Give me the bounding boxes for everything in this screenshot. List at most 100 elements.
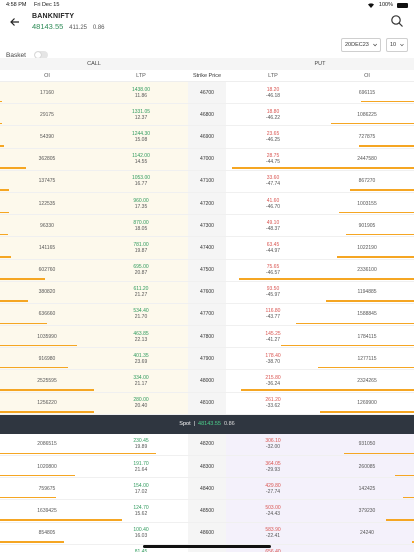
table-row[interactable]: 17160 1438.00 11.86 46700 18.20 -46.18 696115 — [0, 82, 414, 105]
put-ltp-value: 145.25 — [265, 330, 281, 337]
put-ltp-cell[interactable]: 49.10 -48.37 — [226, 215, 320, 236]
call-ltp-cell[interactable]: 695.00 20.87 — [94, 259, 188, 281]
call-ltp-cell[interactable]: 1142.00 14.55 — [94, 148, 188, 170]
call-oi-value: 636660 — [38, 311, 56, 318]
table-row[interactable]: 54390 1244.30 15.08 46900 23.65 -46.25 727875 — [0, 126, 414, 149]
put-ltp-cell[interactable]: 18.80 -46.22 — [226, 104, 320, 125]
put-ltp-cell[interactable]: 306.10 -32.00 — [226, 433, 320, 455]
strike-value: 47000 — [200, 156, 214, 163]
lots-select[interactable]: 10 — [386, 38, 408, 52]
spot-ltp: 48143.55 — [198, 421, 221, 428]
table-row[interactable]: 602760 695.00 20.87 47500 75.65 -46.57 2336100 — [0, 259, 414, 282]
table-row[interactable]: 73812081.4513.9248700656.40-21.0316950 — [0, 544, 414, 552]
put-ltp-cell[interactable]: 583.90 -22.41 — [226, 522, 320, 544]
call-ltp-cell[interactable]: 401.35 23.69 — [94, 348, 188, 370]
call-ltp-cell[interactable]: 334.00 21.17 — [94, 370, 188, 392]
table-row[interactable]: 1035990 463.85 22.13 47800 145.25 -41.27 17841… — [0, 326, 414, 349]
put-oi-cell: 1022190 — [320, 237, 414, 258]
put-ltp-value: 364.05 — [265, 460, 281, 467]
put-oi-cell: 727875 — [320, 126, 414, 147]
put-ltp-cell[interactable]: 503.00 -24.43 — [226, 500, 320, 522]
call-ltp-change: 18.05 — [134, 225, 148, 232]
put-ltp-cell[interactable]: 23.65 -46.25 — [226, 126, 320, 147]
put-ltp-change: -29.93 — [265, 466, 281, 473]
call-oi-cell: 17160 — [0, 82, 94, 104]
call-ltp-cell[interactable]: 463.85 22.13 — [94, 326, 188, 348]
put-oi-value: 142425 — [358, 485, 376, 492]
table-row[interactable]: 916980 401.35 23.69 47900 178.40 -38.70 127711… — [0, 348, 414, 371]
rows-above-spot: 17160 1438.00 11.86 46700 18.20 -46.18 696115 2… — [0, 82, 414, 415]
expiry-select[interactable]: 20DEC23 — [341, 38, 381, 52]
put-ltp-cell[interactable]: 178.40 -38.70 — [226, 348, 320, 369]
table-row[interactable]: 362805 1142.00 14.55 47000 28.75 -44.75 244758… — [0, 148, 414, 171]
put-ltp-cell[interactable]: 18.20 -46.18 — [226, 82, 320, 103]
call-oi-value: 362805 — [38, 156, 56, 163]
call-ltp-cell[interactable]: 81.4513.92 — [94, 545, 188, 552]
call-ltp-cell[interactable]: 960.00 17.35 — [94, 192, 188, 215]
call-ltp-cell[interactable]: 280.00 20.40 — [94, 392, 188, 414]
call-ltp-cell[interactable]: 191.70 21.64 — [94, 456, 188, 477]
table-row[interactable]: 759675 154.00 17.02 48400 429.80 -27.74 142425 — [0, 478, 414, 501]
call-oi-cell: 854805 — [0, 523, 94, 544]
call-ltp-cell[interactable]: 870.00 18.05 — [94, 215, 188, 237]
call-oi-cell: 54390 — [0, 126, 94, 148]
call-ltp-cell[interactable]: 154.00 17.02 — [94, 478, 188, 499]
put-ltp-cell[interactable]: 41.60 -46.70 — [226, 193, 320, 214]
put-ltp-cell[interactable]: 656.40-21.03 — [226, 544, 320, 552]
call-ltp-cell[interactable]: 781.00 19.87 — [94, 237, 188, 259]
call-ltp-change: 21.27 — [134, 292, 148, 299]
put-ltp-cell[interactable]: 75.65 -46.57 — [226, 260, 320, 281]
back-button[interactable] — [6, 13, 24, 31]
put-ltp-cell[interactable]: 63.45 -44.97 — [226, 237, 320, 258]
put-ltp-cell[interactable]: 145.25 -41.27 — [226, 326, 320, 347]
call-ltp-value: 1142.00 — [132, 153, 150, 160]
table-row[interactable]: 1020800 191.70 21.64 48300 364.05 -29.93 26008… — [0, 456, 414, 479]
put-ltp-value: 18.80 — [266, 108, 280, 115]
put-ltp-change: -46.18 — [265, 92, 281, 99]
table-row[interactable]: 141165 781.00 19.87 47400 63.45 -44.97 1022190 — [0, 237, 414, 260]
chevron-down-icon — [400, 43, 404, 47]
call-ltp-cell[interactable]: 534.40 21.70 — [94, 303, 188, 326]
put-ltp-cell[interactable]: 116.80 -43.77 — [226, 304, 320, 325]
strike-value: 48400 — [200, 485, 214, 492]
table-row[interactable]: 2086515 230.45 19.89 48200 306.10 -32.00 93105… — [0, 433, 414, 456]
call-oi-bar — [0, 211, 10, 214]
call-ltp-cell[interactable]: 100.40 16.03 — [94, 523, 188, 544]
table-row[interactable]: 854805 100.40 16.03 48600 583.90 -22.41 24240 — [0, 522, 414, 545]
table-row[interactable]: 380820 611.20 21.27 47600 93.50 -45.97 1194885 — [0, 281, 414, 304]
call-ltp-cell[interactable]: 1244.30 15.08 — [94, 126, 188, 148]
basket-toggle[interactable] — [33, 51, 48, 59]
call-ltp-cell[interactable]: 1438.00 11.86 — [94, 82, 188, 104]
put-ltp-cell[interactable]: 28.75 -44.75 — [226, 149, 320, 170]
table-row[interactable]: 137475 1053.00 16.77 47100 33.60 -47.74 867270 — [0, 170, 414, 193]
put-ltp-cell[interactable]: 261.20 -33.62 — [226, 393, 320, 414]
side-header: CALL PUT — [0, 58, 414, 70]
search-icon[interactable] — [390, 14, 404, 28]
put-oi-value: 379230 — [358, 507, 376, 514]
call-oi-bar — [0, 452, 157, 454]
put-ltp-cell[interactable]: 215.80 -36.24 — [226, 370, 320, 391]
table-row[interactable]: 636660 534.40 21.70 47700 116.80 -43.77 158884… — [0, 303, 414, 327]
table-row[interactable]: 1256220 280.00 20.40 48100 261.20 -33.62 12699… — [0, 392, 414, 415]
table-row[interactable]: 29175 1331.05 12.37 46800 18.80 -46.22 1086225 — [0, 104, 414, 127]
strike-value: 47100 — [200, 178, 214, 185]
basket-label: Basket — [6, 51, 26, 59]
put-ltp-cell[interactable]: 33.60 -47.74 — [226, 171, 320, 192]
table-row[interactable]: 2525595 334.00 21.17 48000 215.80 -36.24 23242… — [0, 370, 414, 393]
call-oi-value: 759675 — [38, 485, 56, 492]
put-ltp-cell[interactable]: 93.50 -45.97 — [226, 282, 320, 303]
put-ltp-cell[interactable]: 364.05 -29.93 — [226, 456, 320, 478]
call-ltp-cell[interactable]: 230.45 19.89 — [94, 434, 188, 455]
call-ltp-cell[interactable]: 611.20 21.27 — [94, 281, 188, 303]
put-ltp-cell[interactable]: 429.80 -27.74 — [226, 478, 320, 500]
strike-value: 48000 — [200, 378, 214, 385]
call-ltp-cell[interactable]: 1053.00 16.77 — [94, 170, 188, 192]
call-oi-bar — [0, 233, 8, 236]
strike-value: 48600 — [200, 530, 214, 537]
call-ltp-cell[interactable]: 124.70 15.62 — [94, 500, 188, 521]
table-row[interactable]: 96330 870.00 18.05 47300 49.10 -48.37 901905 — [0, 215, 414, 238]
table-row[interactable]: 122535 960.00 17.35 47200 41.60 -46.70 1003155 — [0, 192, 414, 216]
call-ltp-cell[interactable]: 1331.05 12.37 — [94, 104, 188, 126]
table-row[interactable]: 1639425 124.70 15.62 48500 503.00 -24.43 37923… — [0, 500, 414, 523]
call-ltp-value: 334.00 — [133, 375, 149, 382]
